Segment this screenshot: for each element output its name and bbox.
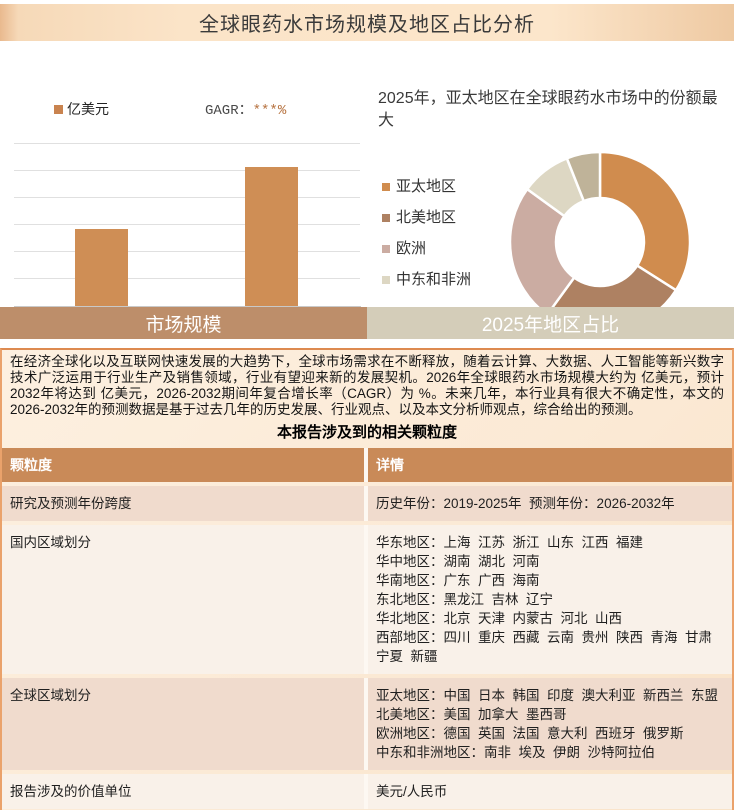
legend-swatch-icon	[382, 214, 390, 222]
detail-line: 西部地区：四川 重庆 西藏 云南 贵州 陕西 青海 甘肃 宁夏 新疆	[376, 630, 720, 664]
pie-legend-label: 中东和非洲	[396, 271, 472, 288]
gridline	[14, 197, 360, 198]
legend-swatch-icon	[382, 276, 390, 284]
pie-legend-label: 欧洲	[396, 240, 427, 257]
bar-2025	[75, 229, 128, 306]
donut-slice-欧洲	[508, 187, 576, 317]
table-row: 研究及预测年份跨度 历史年份：2019-2025年 预测年份：2026-2032年	[2, 486, 732, 521]
section-tabs: 市场规模 2025年地区占比	[0, 307, 734, 339]
table-cell-details: 亚太地区：中国 日本 韩国 印度 澳大利亚 新西兰 东盟 北美地区：美国 加拿大 …	[368, 678, 732, 770]
legend-swatch-icon	[382, 183, 390, 191]
gridline	[14, 143, 360, 144]
gridline	[14, 170, 360, 171]
tab-market-size[interactable]: 市场规模	[0, 307, 367, 339]
charts-area: 亿美元 GAGR：***% 2025 2032 2025年，亚太地区在全球眼药水…	[0, 41, 734, 336]
table-header-granularity: 颗粒度	[2, 448, 368, 482]
donut-slice-亚太地区	[598, 150, 692, 292]
bar-chart-plot	[14, 135, 361, 310]
bar-legend-label: 亿美元	[67, 101, 109, 117]
pie-legend-item: 亚太地区	[382, 178, 482, 196]
table-heading: 本报告涉及到的相关颗粒度	[276, 424, 457, 441]
table-cell-granularity: 报告涉及的价值单位	[2, 774, 368, 809]
table-cell-granularity: 研究及预测年份跨度	[2, 486, 368, 521]
detail-line: 美元/人民币	[376, 784, 448, 799]
detail-line: 华东地区：上海 江苏 浙江 山东 江西 福建	[376, 535, 644, 550]
cagr-annotation: GAGR：***%	[205, 99, 286, 119]
detail-line: 亚太地区：中国 日本 韩国 印度 澳大利亚 新西兰 东盟	[376, 688, 719, 703]
detail-line: 华北地区：北京 天津 内蒙古 河北 山西	[376, 611, 623, 626]
legend-swatch-icon	[54, 104, 63, 114]
row-label: 国内区域划分	[10, 535, 91, 550]
pie-chart-legend: 亚太地区北美地区欧洲中东和非洲	[382, 178, 482, 302]
table-row: 国内区域划分 华东地区：上海 江苏 浙江 山东 江西 福建 华中地区：湖南 湖北 河…	[2, 525, 732, 674]
pie-legend-label: 北美地区	[396, 209, 457, 226]
detail-line: 华南地区：广东 广西 海南	[376, 573, 540, 588]
cagr-prefix: GAGR：	[205, 103, 253, 119]
table-cell-details: 美元/人民币	[368, 774, 732, 809]
table-cell-granularity: 国内区域划分	[2, 525, 368, 674]
detail-line: 北美地区：美国 加拿大 墨西哥	[376, 707, 567, 722]
row-label: 报告涉及的价值单位	[10, 784, 132, 799]
table-header-row: 颗粒度 详情	[2, 448, 732, 482]
granularity-table: 颗粒度 详情 研究及预测年份跨度 历史年份：2019-2025年 预测年份：202…	[2, 448, 732, 810]
gridline	[14, 224, 360, 225]
table-cell-granularity: 全球区域划分	[2, 678, 368, 770]
table-cell-details: 华东地区：上海 江苏 浙江 山东 江西 福建 华中地区：湖南 湖北 河南 华南地区：…	[368, 525, 732, 674]
page-title: 全球眼药水市场规模及地区占比分析	[199, 14, 535, 36]
tab-region-share-2025[interactable]: 2025年地区占比	[367, 307, 734, 339]
row-label: 研究及预测年份跨度	[10, 496, 132, 511]
legend-swatch-icon	[382, 245, 390, 253]
gridline	[14, 251, 360, 252]
pie-chart-title: 2025年，亚太地区在全球眼药水市场中的份额最大	[378, 90, 718, 129]
detail-line: 历史年份：2019-2025年 预测年份：2026-2032年	[376, 496, 675, 511]
pie-legend-item: 欧洲	[382, 240, 482, 258]
bar-chart-legend: 亿美元	[54, 99, 109, 119]
detail-line: 华中地区：湖南 湖北 河南	[376, 554, 540, 569]
detail-line: 欧洲地区：德国 英国 法国 意大利 西班牙 俄罗斯	[376, 726, 684, 741]
table-header-details: 详情	[376, 457, 404, 473]
bar-2032	[245, 167, 299, 306]
donut-slice-未标注扇区	[565, 150, 602, 203]
page-header: 全球眼药水市场规模及地区占比分析	[0, 4, 734, 41]
pie-legend-label: 亚太地区	[396, 178, 457, 195]
table-row: 报告涉及的价值单位 美元/人民币	[2, 774, 732, 809]
report-section: 在经济全球化以及互联网快速发展的大趋势下，全球市场需求在不断释放，随着云计算、大…	[0, 348, 734, 810]
table-body: 研究及预测年份跨度 历史年份：2019-2025年 预测年份：2026-2032年…	[2, 486, 732, 809]
donut-chart-svg	[508, 150, 692, 334]
table-row: 全球区域划分 亚太地区：中国 日本 韩国 印度 澳大利亚 新西兰 东盟 北美地区：美…	[2, 678, 732, 770]
detail-line: 东北地区：黑龙江 吉林 辽宁	[376, 592, 554, 607]
report-paragraph: 在经济全球化以及互联网快速发展的大趋势下，全球市场需求在不断释放，随着云计算、大…	[10, 354, 724, 417]
pie-legend-item: 北美地区	[382, 209, 482, 227]
donut-chart	[507, 149, 693, 335]
cagr-masked-value: ***%	[252, 103, 287, 119]
detail-line: 中东和非洲地区：南非 埃及 伊朗 沙特阿拉伯	[376, 745, 656, 760]
pie-legend-item: 中东和非洲	[382, 271, 482, 289]
row-label: 全球区域划分	[10, 688, 91, 703]
gridline	[14, 278, 360, 279]
table-cell-details: 历史年份：2019-2025年 预测年份：2026-2032年	[368, 486, 732, 521]
